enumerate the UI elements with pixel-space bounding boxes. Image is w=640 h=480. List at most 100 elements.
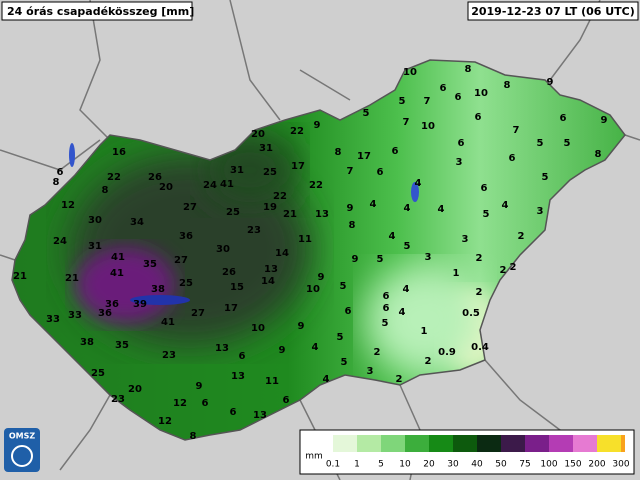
legend-swatch [453, 435, 477, 452]
station-value: 11 [265, 376, 279, 387]
station-value: 6 [202, 398, 209, 409]
station-value: 41 [111, 252, 125, 263]
station-value: 23 [162, 350, 176, 361]
legend-swatch [325, 435, 333, 452]
station-value: 6 [383, 291, 390, 302]
station-value: 22 [273, 191, 287, 202]
station-value: 41 [161, 317, 175, 328]
station-value: 9 [547, 77, 554, 88]
station-value: 33 [46, 314, 60, 325]
station-value: 8 [102, 185, 109, 196]
station-value: 17 [357, 151, 371, 162]
station-value: 14 [275, 248, 289, 259]
station-value: 4 [370, 199, 377, 210]
legend-label: 300 [612, 460, 629, 470]
station-value: 6 [440, 83, 447, 94]
legend-unit: mm [305, 452, 323, 462]
legend-label: 75 [519, 460, 530, 470]
station-value: 8 [349, 220, 356, 231]
station-value: 27 [174, 255, 188, 266]
station-value: 12 [158, 416, 172, 427]
station-value: 5 [537, 138, 544, 149]
station-value: 5 [363, 108, 370, 119]
station-value: 4 [404, 203, 411, 214]
station-value: 10 [251, 323, 265, 334]
station-value: 9 [347, 203, 354, 214]
station-value: 6 [392, 146, 399, 157]
station-value: 33 [68, 310, 82, 321]
station-value: 4 [323, 374, 330, 385]
station-value: 21 [65, 273, 79, 284]
station-value: 9 [279, 345, 286, 356]
station-value: 4 [389, 231, 396, 242]
legend-swatch [477, 435, 501, 452]
station-value: 30 [88, 215, 102, 226]
station-value: 6 [383, 303, 390, 314]
legend-label: 50 [495, 460, 507, 470]
station-value: 1 [453, 268, 460, 279]
station-value: 5 [564, 138, 571, 149]
station-value: 36 [179, 231, 193, 242]
station-value: 10 [403, 67, 417, 78]
station-value: 31 [259, 143, 273, 154]
legend-label: 200 [588, 460, 605, 470]
station-value: 3 [425, 252, 432, 263]
legend-swatch [381, 435, 405, 452]
station-value: 27 [191, 308, 205, 319]
station-value: 0.4 [471, 342, 489, 353]
station-value: 10 [306, 284, 320, 295]
station-value: 20 [159, 182, 173, 193]
station-value: 6 [283, 395, 290, 406]
station-value: 6 [239, 351, 246, 362]
station-value: 4 [438, 204, 445, 215]
station-value: 22 [309, 180, 323, 191]
station-value: 17 [224, 303, 238, 314]
station-value: 2 [518, 231, 525, 242]
station-value: 6 [475, 112, 482, 123]
station-value: 6 [345, 306, 352, 317]
station-value: 13 [264, 264, 278, 275]
station-value: 38 [151, 284, 165, 295]
station-value: 2 [396, 374, 403, 385]
legend-swatch [357, 435, 381, 452]
station-value: 8 [465, 64, 472, 75]
legend-swatch [621, 435, 625, 452]
logo-icon [11, 445, 33, 467]
station-value: 26 [222, 267, 236, 278]
station-value: 31 [88, 241, 102, 252]
station-value: 9 [352, 254, 359, 265]
station-value: 16 [112, 147, 126, 158]
station-value: 39 [133, 299, 147, 310]
station-value: 7 [513, 125, 520, 136]
legend-label: 20 [423, 460, 435, 470]
station-value: 6 [230, 407, 237, 418]
legend-label: 150 [564, 460, 581, 470]
station-value: 7 [403, 117, 410, 128]
station-value: 5 [341, 357, 348, 368]
title-box [1, 1, 193, 21]
legend-label: 100 [540, 460, 557, 470]
legend-swatch [597, 435, 621, 452]
station-value: 6 [377, 167, 384, 178]
station-value: 5 [542, 172, 549, 183]
station-value: 9 [601, 115, 608, 126]
station-value: 23 [247, 225, 261, 236]
station-value: 35 [143, 259, 157, 270]
station-value: 8 [190, 431, 197, 442]
station-value: 2 [476, 287, 483, 298]
station-value: 27 [183, 202, 197, 213]
station-value: 13 [315, 209, 329, 220]
station-value: 23 [111, 394, 125, 405]
station-value: 9 [298, 321, 305, 332]
station-value: 4 [399, 307, 406, 318]
station-value: 7 [424, 96, 431, 107]
station-value: 12 [61, 200, 75, 211]
station-value: 30 [216, 244, 230, 255]
station-value: 0.9 [438, 347, 456, 358]
station-value: 17 [291, 161, 305, 172]
station-value: 21 [13, 271, 27, 282]
legend-swatch [333, 435, 357, 452]
station-value: 24 [53, 236, 67, 247]
legend-swatch [501, 435, 525, 452]
